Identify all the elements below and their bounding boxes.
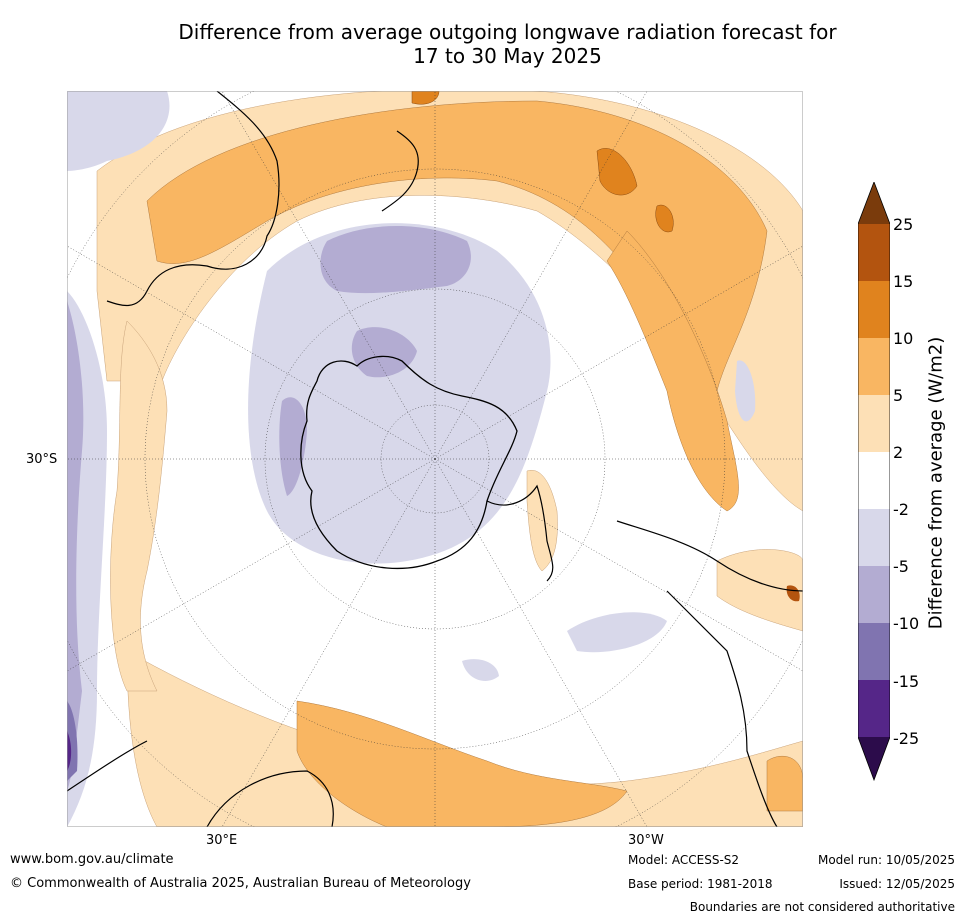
colorbar-tick-10: 10 [893, 329, 914, 348]
colorbar-segment-neg-15-25 [858, 680, 890, 737]
colorbar-segment-below-neg-25 [858, 737, 890, 780]
colorbar-segment-neg-5-10 [858, 566, 890, 623]
anomaly-region-neg-mid-north [320, 226, 471, 294]
anomaly-region-pos-bottom-light [126, 650, 803, 827]
colorbar-tick-25: 25 [893, 215, 914, 234]
colorbar-tick-15: 15 [893, 272, 914, 291]
colorbar-tick-neg-15: -15 [893, 672, 920, 691]
anomaly-blob-neg-bottom-1 [462, 659, 499, 681]
latitude-label-30s: 30°S [26, 452, 58, 467]
colorbar-title: Difference from average (W/m2) [925, 336, 947, 630]
boundaries-disclaimer: Boundaries are not considered authoritat… [689, 900, 955, 914]
longitude-label-30e: 30°E [206, 833, 238, 848]
anomaly-blob-neg-right-2 [567, 612, 667, 653]
website-link[interactable]: www.bom.gov.au/climate [10, 852, 174, 867]
colorbar-tick-neg-25: -25 [893, 729, 920, 748]
colorbar-segment-2-5 [858, 395, 890, 452]
longitude-label-30w: 30°W [628, 833, 664, 848]
anomaly-region-pos-right-tongue [606, 230, 739, 512]
model-run-date: Model run: 10/05/2025 [817, 853, 955, 867]
colorbar-tick-2: 2 [893, 443, 904, 462]
title-line-1: Difference from average outgoing longwav… [178, 20, 837, 44]
anomaly-region-pos-bottom-mid [296, 700, 628, 827]
anomaly-blob-bottom-right-strong [786, 585, 800, 602]
south-america-coastline [616, 520, 803, 827]
colorbar [858, 182, 890, 782]
model-name: Model: ACCESS-S2 [628, 853, 740, 867]
colorbar-segment-neg-10-15 [858, 623, 890, 680]
colorbar-segment-neutral [858, 452, 890, 509]
issued-date: Issued: 12/05/2025 [839, 877, 955, 891]
anomaly-region-pos-left-tongue [110, 320, 168, 692]
antarctica-coastline [300, 355, 518, 569]
anomaly-region-neg-light-ring [248, 223, 551, 564]
colorbar-segment-above-25 [858, 182, 890, 224]
colorbar-segment-10-15 [858, 281, 890, 338]
map-frame-border [67, 91, 803, 827]
anomaly-blob-neg-right-1 [735, 360, 756, 422]
anomaly-blob-pos-strong-1 [596, 148, 638, 196]
title-line-2: 17 to 30 May 2025 [413, 44, 602, 68]
copyright-text: © Commonwealth of Australia 2025, Austra… [10, 876, 471, 891]
new-zealand-coastline [381, 130, 419, 212]
antarctic-peninsula-coastline [486, 484, 554, 582]
polar-map [67, 91, 803, 827]
colorbar-segment-neg-2-5 [858, 509, 890, 566]
anomaly-blob-pos-strong-2 [655, 204, 674, 233]
anomaly-region-neg-left-edge-darkest [67, 731, 72, 771]
base-period: Base period: 1981-2018 [628, 877, 773, 891]
colorbar-tick-5: 5 [893, 386, 904, 405]
meridians [67, 91, 803, 827]
anomaly-region-neg-left-light [67, 91, 170, 171]
map-svg [67, 91, 803, 827]
anomaly-region-neg-mid-west [279, 397, 307, 496]
anomaly-region-neg-left-edge-mid [67, 301, 84, 791]
chart-title: Difference from average outgoing longwav… [120, 20, 895, 68]
australia-coastline [106, 91, 280, 306]
colorbar-tick-neg-2: -2 [893, 500, 909, 519]
anomaly-region-neg-mid-centre [351, 327, 417, 378]
colorbar-tick-neg-5: -5 [893, 557, 909, 576]
anomaly-blob-bottom-right-mid [766, 755, 803, 812]
colorbar-segment-5-10 [858, 338, 890, 395]
anomaly-region-pos-bottom-right [716, 549, 803, 632]
colorbar-segment-15-25 [858, 224, 890, 281]
anomaly-blob-pos-strong-3 [411, 91, 440, 105]
colorbar-tick-neg-10: -10 [893, 614, 920, 633]
